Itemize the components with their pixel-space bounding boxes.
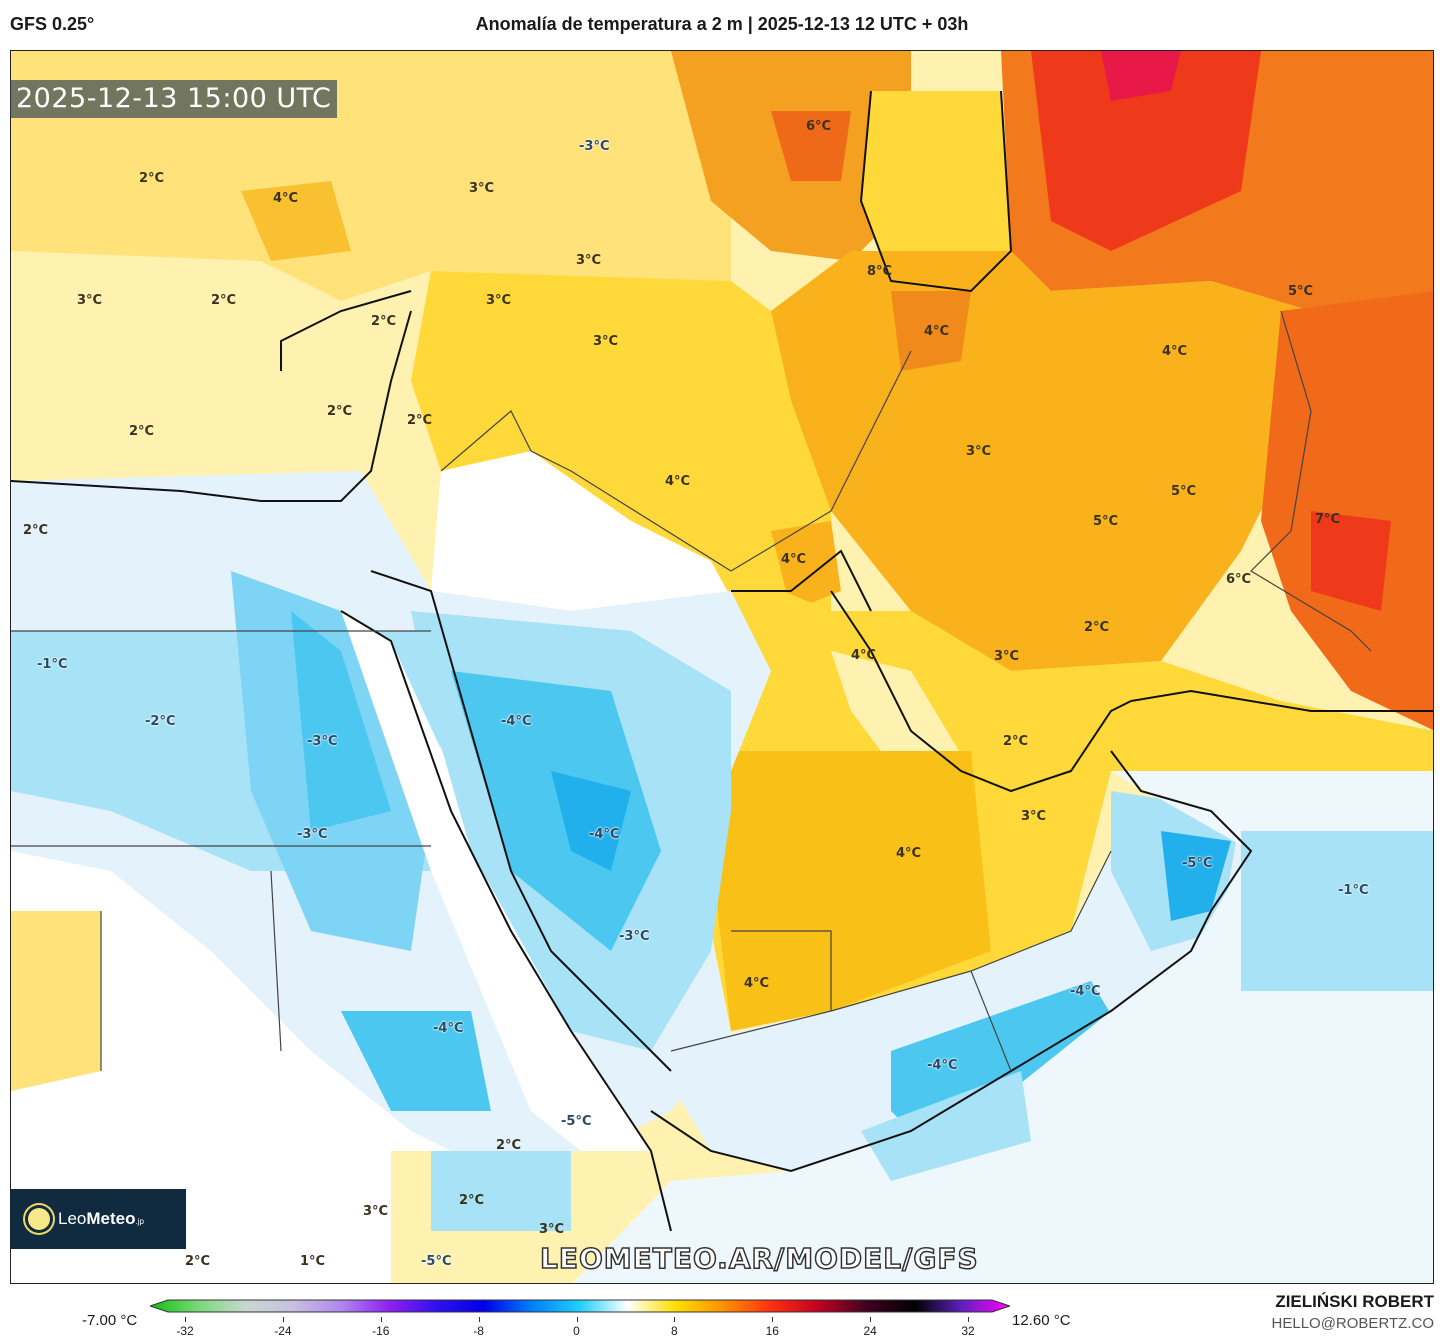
temperature-label: -1°C [37,657,68,672]
tick-label: 0 [573,1324,580,1338]
temperature-label: 2°C [327,404,353,419]
tick-mark [968,1317,969,1322]
author-email: HELLO@ROBERTZ.CO [1271,1315,1434,1332]
temperature-label: -3°C [619,929,650,944]
tick-label: 24 [863,1324,877,1338]
watermark-url: LEOMETEO.AR/MODEL/GFS [539,1241,979,1276]
valid-time-badge: 2025-12-13 15:00 UTC [10,80,338,118]
temperature-label: -4°C [589,827,620,842]
temperature-label: 5°C [1288,284,1314,299]
tick-label: 16 [765,1324,779,1338]
temperature-label: -4°C [927,1058,958,1073]
temperature-label: 3°C [966,444,992,459]
tick-label: -32 [176,1324,194,1338]
tick-mark [674,1317,676,1322]
temperature-label: 3°C [576,253,602,268]
temperature-label: 4°C [781,552,807,567]
tick-mark [185,1317,186,1322]
temperature-label: 3°C [77,293,103,308]
tick-mark [478,1317,480,1322]
tick-label: -24 [274,1324,292,1338]
logo-text: LeoMeteo.jp [58,1209,144,1228]
temperature-label: 6°C [806,119,832,134]
temperature-label: 4°C [1162,344,1188,359]
temperature-label: -1°C [1338,883,1369,898]
temperature-label: 3°C [994,649,1020,664]
temperature-label: 3°C [539,1222,565,1237]
map-fill-layer [11,51,1433,1283]
temperature-label: 1°C [300,1254,326,1269]
temperature-label: 2°C [496,1138,522,1153]
leometeo-logo: LeoMeteo.jp [10,1189,186,1249]
temperature-label: 6°C [1226,572,1252,587]
temperature-label: -2°C [145,714,176,729]
temperature-label: 5°C [1171,484,1197,499]
temperature-label: 3°C [486,293,512,308]
temperature-label: 3°C [363,1204,389,1219]
temperature-anomaly-map: 2°C 4°C 3°C -3°C 6°C 3°C 3°C 2°C 3°C 2°C 3°C 2°C 2°C… [10,50,1434,1284]
tick-label: -16 [372,1324,390,1338]
temperature-label: 2°C [185,1254,211,1269]
tick-mark [576,1317,578,1322]
temperature-label: 2°C [1084,620,1110,635]
model-name: GFS 0.25° [10,14,95,34]
tick-label: -8 [473,1324,484,1338]
temperature-label: 2°C [371,314,397,329]
temperature-label: -4°C [433,1021,464,1036]
temperature-label: 5°C [1093,514,1119,529]
temperature-label: 2°C [139,171,165,186]
temperature-label: 4°C [744,976,770,991]
temperature-label: 4°C [896,846,922,861]
temperature-label: 2°C [129,424,155,439]
temperature-label: 4°C [665,474,691,489]
tick-label: 32 [961,1324,975,1338]
temperature-label: -5°C [561,1114,592,1129]
temperature-label: 2°C [1003,734,1029,749]
tick-label: 8 [671,1324,678,1338]
temperature-label: 2°C [23,523,49,538]
temperature-label: 4°C [851,648,877,663]
temperature-label: -5°C [1182,856,1213,871]
colorbar-ticks: -32 -24 -16 -8 0 8 16 24 32 [0,1317,1444,1339]
chart-title: Anomalía de temperatura a 2 m | 2025-12-… [475,14,969,34]
temperature-label: -3°C [297,827,328,842]
temperature-label: 3°C [469,181,495,196]
colorbar-max-label: 12.60 °C [1012,1312,1071,1329]
temperature-label: 4°C [273,191,299,206]
temperature-label: 3°C [593,334,619,349]
temperature-label: -3°C [579,139,610,154]
temperature-label: 8°C [867,264,893,279]
temperature-label: 7°C [1315,512,1341,527]
tick-mark [282,1317,284,1322]
colorbar-min-label: -7.00 °C [82,1312,138,1329]
temperature-label: 4°C [924,324,950,339]
temperature-label: 2°C [459,1193,485,1208]
temperature-label: -4°C [501,714,532,729]
colorbar [150,1299,1010,1313]
temperature-label: -3°C [307,734,338,749]
temperature-label: -5°C [421,1254,452,1269]
tick-mark [772,1317,774,1322]
sun-icon [28,1208,50,1230]
temperature-label: 2°C [407,413,433,428]
tick-mark [380,1317,382,1322]
author-name: ZIELIŃSKI ROBERT [1275,1292,1434,1311]
tick-mark [870,1317,872,1322]
temperature-label: 2°C [211,293,237,308]
temperature-label: -4°C [1070,984,1101,999]
temperature-label: 3°C [1021,809,1047,824]
